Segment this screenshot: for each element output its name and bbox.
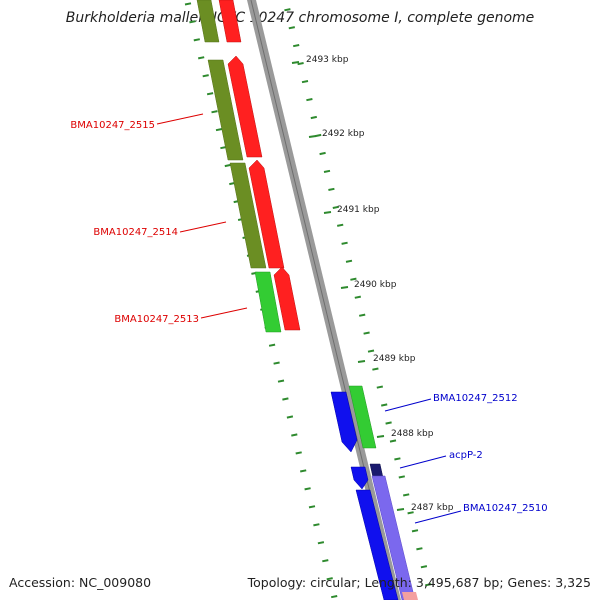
tick-mark [317, 541, 325, 545]
tick-mark [376, 385, 383, 389]
tick-mark [420, 565, 428, 569]
tick-mark [291, 433, 298, 437]
tick-mark [322, 559, 329, 563]
inner-tick-track [284, 8, 432, 587]
tick-mark [326, 577, 333, 581]
tick-mark [381, 403, 388, 407]
kbp-labels: 2493 kbp 2492 kbp 2491 kbp 2490 kbp 2489… [291, 55, 454, 513]
gene-label-2510[interactable]: BMA10247_2510 [463, 503, 548, 514]
tick-mark [198, 56, 205, 60]
tick-mark [315, 133, 322, 138]
gene-2515-olive[interactable] [207, 59, 244, 161]
gene-red-arrow-2[interactable] [248, 159, 285, 269]
kbp-label: 2487 kbp [411, 503, 454, 513]
gene-label-acpP[interactable]: acpP-2 [449, 450, 483, 461]
tick-mark [297, 62, 304, 66]
tick-mark [385, 421, 392, 425]
gene-2512-green[interactable] [348, 385, 377, 449]
tick-mark [372, 367, 379, 371]
gene-label-2515[interactable]: BMA10247_2515 [70, 120, 155, 131]
tick-mark [215, 128, 223, 132]
tick-mark [286, 415, 294, 419]
gene-label-2512[interactable]: BMA10247_2512 [433, 393, 518, 404]
tick-mark [332, 205, 339, 209]
gene-acpP-blue[interactable] [350, 466, 369, 490]
gene-red-top[interactable] [218, 0, 242, 43]
tick-mark [273, 361, 280, 365]
kbp-label: 2488 kbp [391, 429, 434, 439]
tick-mark [268, 343, 276, 347]
tick-mark [295, 451, 302, 455]
tick-mark [224, 163, 231, 168]
genome-summary-text: Topology: circular; Length: 3,495,687 bp… [247, 575, 591, 590]
tick-mark [331, 595, 338, 599]
gene-pink[interactable] [402, 592, 418, 600]
tick-mark [425, 583, 432, 587]
tick-mark [367, 349, 375, 353]
gene-red-arrow-3[interactable] [273, 266, 301, 331]
tick-mark [354, 295, 361, 299]
tick-mark [301, 80, 309, 84]
gene-olive-top[interactable] [196, 0, 220, 43]
tick-mark [398, 475, 405, 479]
genes [196, 0, 418, 600]
tick-mark [310, 115, 317, 120]
map-title: Burkholderia mallei NCTC 10247 chromosom… [66, 10, 535, 26]
accession-text: Accession: NC_009080 [9, 575, 151, 590]
tick-mark [308, 505, 316, 509]
tick-mark [300, 469, 307, 473]
gene-red-arrow-1[interactable] [227, 55, 263, 158]
tick-mark [328, 187, 335, 191]
tick-mark [304, 487, 311, 491]
tick-mark [313, 523, 320, 527]
tick-mark [306, 98, 313, 102]
tick-mark [345, 259, 353, 263]
tick-mark [363, 331, 370, 335]
tick-mark [394, 457, 401, 461]
tick-mark [350, 277, 357, 281]
tick-mark [403, 493, 410, 497]
gene-2512-blue[interactable] [330, 391, 358, 453]
tick-mark [293, 44, 300, 48]
tick-mark [341, 241, 348, 245]
gene-label-2513[interactable]: BMA10247_2513 [114, 314, 199, 325]
gene-2510-slate[interactable] [371, 475, 416, 600]
tick-mark [193, 38, 200, 42]
tick-mark [416, 547, 423, 551]
tick-mark [359, 313, 366, 317]
tick-mark [202, 74, 209, 78]
gene-lower-blue[interactable] [355, 489, 399, 600]
gene-2513-green[interactable] [254, 271, 282, 333]
tick-mark [184, 2, 192, 6]
tick-mark [189, 20, 196, 24]
kbp-label: 2489 kbp [373, 354, 416, 364]
tick-mark [407, 511, 414, 515]
kbp-label: 2490 kbp [354, 280, 397, 290]
tick-mark [282, 397, 289, 401]
kbp-label: 2493 kbp [306, 55, 349, 65]
gene-2514-olive[interactable] [229, 162, 267, 269]
tick-mark [277, 379, 285, 383]
gene-labels: BMA10247_2515 BMA10247_2514 BMA10247_251… [70, 113, 548, 524]
tick-mark [389, 439, 397, 443]
gene-label-2514[interactable]: BMA10247_2514 [93, 227, 178, 238]
tick-mark [284, 8, 291, 12]
tick-mark [411, 529, 419, 533]
tick-mark [323, 169, 331, 173]
tick-mark [319, 151, 326, 156]
kbp-label: 2491 kbp [337, 205, 380, 215]
tick-mark [211, 110, 218, 114]
tick-mark [288, 26, 295, 30]
kbp-label: 2492 kbp [322, 129, 365, 139]
tick-mark [206, 92, 214, 96]
tick-mark [337, 223, 344, 227]
